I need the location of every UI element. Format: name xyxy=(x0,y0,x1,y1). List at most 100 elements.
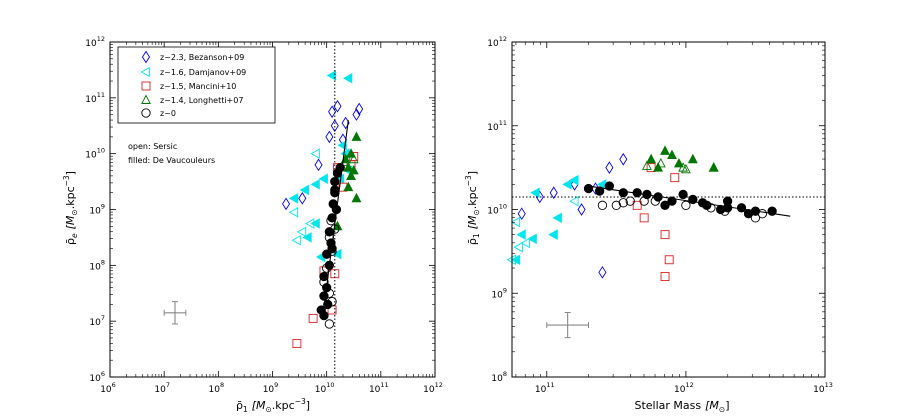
y-tick-label-0-3: 109 xyxy=(89,203,105,217)
local-point-1-0 xyxy=(583,183,594,194)
left-panel: 106 107 108 109 1010 1011 1012 106 107 108 109 1010… xyxy=(62,35,443,414)
right-data-marks xyxy=(506,145,777,281)
damjanov-point-1-9 xyxy=(510,216,521,228)
local-point-1-30 xyxy=(618,198,628,208)
local-point-1-23 xyxy=(639,196,649,206)
damjanov-point-0-18 xyxy=(291,234,301,246)
legend-marker-longhetti xyxy=(141,94,151,104)
damjanov-point-1-4 xyxy=(548,229,558,240)
damjanov-point-1-1 xyxy=(516,229,526,240)
local-point-1-13 xyxy=(736,203,747,213)
legend-symbol-bezanson xyxy=(141,50,151,64)
longhetti-point-1-11 xyxy=(641,160,652,170)
longhetti-point-0-5 xyxy=(343,181,354,192)
x-tick-label-1-0: 1011 xyxy=(535,381,555,395)
longhetti-point-1-5 xyxy=(708,162,719,172)
bezanson-point-0-1 xyxy=(298,191,307,205)
local-point-1-20 xyxy=(597,200,608,210)
damjanov-point-0-11 xyxy=(332,248,342,260)
legend-marker-mancini xyxy=(141,81,151,91)
mancini-point-1-2 xyxy=(660,230,670,240)
damjanov-point-0-14 xyxy=(310,148,320,159)
annotation-filled-devaucouleurs: filled: De Vaucouleurs xyxy=(128,156,215,165)
damjanov-point-0-17 xyxy=(296,226,307,238)
longhetti-point-0-9 xyxy=(348,153,359,164)
x-tick-label-0-2: 108 xyxy=(209,381,225,395)
longhetti-point-1-1 xyxy=(646,153,657,164)
x-tick-label-0-5: 1011 xyxy=(369,381,389,395)
longhetti-point-1-8 xyxy=(678,162,689,172)
damjanov-point-1-7 xyxy=(552,212,562,224)
local-point-1-2 xyxy=(604,181,615,191)
damjanov-point-0-0 xyxy=(326,70,337,81)
local-point-1-1 xyxy=(594,186,605,196)
bezanson-point-0-3 xyxy=(325,130,334,144)
legend-label-mancini: z~1.5, Mancini+10 xyxy=(160,82,236,91)
local-point-0-21 xyxy=(322,263,332,273)
legend-marker-local xyxy=(141,108,151,118)
mancini-point-1-6 xyxy=(632,200,642,210)
legend-label-longhetti: z~1.4, Longhetti+07 xyxy=(160,96,243,105)
damjanov-point-1-13 xyxy=(548,229,558,240)
x-tick-label-0-1: 107 xyxy=(154,381,170,395)
longhetti-point-0-3 xyxy=(346,170,356,180)
local-point-1-22 xyxy=(625,196,635,206)
longhetti-point-1-3 xyxy=(673,157,684,168)
x-tick-label-0-6: 1012 xyxy=(423,381,443,395)
local-point-1-26 xyxy=(706,203,716,213)
mancini-point-0-1 xyxy=(308,313,318,323)
right-fit-line xyxy=(588,185,791,217)
y-tick-label-0-5: 1011 xyxy=(85,91,105,105)
right-typical-errorbar xyxy=(546,312,590,339)
longhetti-point-1-2 xyxy=(667,149,677,160)
legend-symbol-longhetti xyxy=(141,94,151,104)
bezanson-point-1-8 xyxy=(598,265,607,279)
damjanov-point-0-15 xyxy=(288,207,299,218)
y-tick-label-0-6: 1012 xyxy=(85,35,105,49)
local-point-0-2 xyxy=(335,162,345,173)
bezanson-point-1-2 xyxy=(549,186,558,200)
bezanson-point-0-9 xyxy=(355,102,364,116)
legend-symbol-local xyxy=(141,108,151,118)
x-tick-label-0-0: 106 xyxy=(100,381,116,395)
bezanson-point-0-5 xyxy=(333,99,342,113)
local-point-0-22 xyxy=(319,277,329,287)
longhetti-point-1-10 xyxy=(708,162,719,172)
left-axis-ticks: 106 107 108 109 1010 1011 1012 106 107 108 109 1010… xyxy=(85,35,443,395)
legend-label-bezanson: z~2.3, Bezanson+09 xyxy=(160,53,244,62)
damjanov-point-0-1 xyxy=(342,73,353,84)
bezanson-point-1-6 xyxy=(605,161,614,174)
bezanson-point-0-8 xyxy=(352,108,361,121)
mancini-point-1-4 xyxy=(660,272,670,281)
longhetti-point-1-0 xyxy=(660,145,670,155)
x-tick-label-1-1: 1012 xyxy=(674,381,694,395)
legend-marker-bezanson xyxy=(141,50,151,64)
local-point-1-21 xyxy=(611,200,621,210)
damjanov-point-1-10 xyxy=(513,241,523,253)
longhetti-point-1-4 xyxy=(687,153,698,164)
longhetti-point-0-1 xyxy=(343,162,354,172)
mancini-point-1-3 xyxy=(664,255,674,265)
longhetti-point-0-0 xyxy=(351,131,362,141)
right-axis-ticks: 1011 1012 1013 108 109 1010 1011 1012 xyxy=(487,35,833,395)
bezanson-point-1-0 xyxy=(517,207,526,221)
mancini-point-1-0 xyxy=(646,163,656,173)
local-point-0-13 xyxy=(319,291,329,301)
y-tick-label-1-0: 108 xyxy=(491,370,507,384)
legend-symbol-damjanov xyxy=(140,66,150,78)
damjanov-point-0-9 xyxy=(302,232,312,243)
annotation-open-sersic: open: Sersic xyxy=(128,142,177,151)
x-tick-label-0-4: 1010 xyxy=(315,381,335,395)
local-point-1-17 xyxy=(660,200,670,210)
right-panel: 1011 1012 1013 108 109 1010 1011 1012 Stellar M… xyxy=(464,35,833,414)
x-tick-label-1-2: 1013 xyxy=(813,381,833,395)
y-tick-label-1-4: 1012 xyxy=(487,35,507,49)
bezanson-point-1-7 xyxy=(619,152,628,166)
local-point-1-28 xyxy=(750,213,761,223)
local-point-0-16 xyxy=(319,310,329,321)
legend-label-damjanov: z~1.6, Damjanov+09 xyxy=(160,68,246,77)
left-typical-errorbar xyxy=(163,301,187,325)
bezanson-point-1-4 xyxy=(577,203,586,216)
bezanson-point-0-2 xyxy=(314,158,323,172)
x-tick-label-0-3: 109 xyxy=(263,381,279,395)
